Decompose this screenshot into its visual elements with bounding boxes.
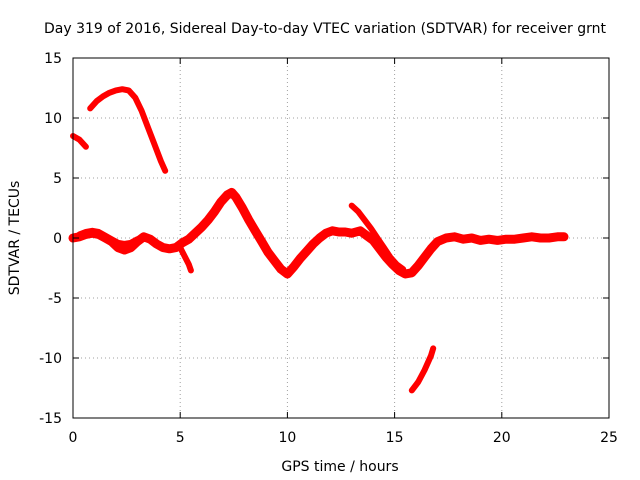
y-tick-label: -10: [39, 351, 62, 367]
series-early-segment: [70, 133, 89, 150]
y-tick-label: 5: [53, 171, 62, 187]
y-tick-label: -15: [39, 411, 62, 427]
chart-title: Day 319 of 2016, Sidereal Day-to-day VTE…: [44, 21, 606, 37]
series-upper-arc: [87, 86, 169, 174]
y-tick-label: 15: [44, 51, 62, 67]
series-rise-segment: [348, 202, 407, 273]
x-axis-label: GPS time / hours: [281, 459, 398, 475]
x-tick-label: 15: [386, 430, 404, 446]
series-main-band: [68, 187, 569, 279]
x-tick-label: 5: [176, 430, 185, 446]
axis-ticks: 0 5 10 15 20 25 -15 -10 -5 0 5 10 15: [39, 51, 618, 446]
y-tick-label: -5: [48, 291, 62, 307]
y-tick-label: 10: [44, 111, 62, 127]
x-tick-label: 10: [278, 430, 296, 446]
series-small-early-wave: [76, 227, 141, 247]
grid-lines: [73, 58, 609, 418]
series-dip-segment: [177, 244, 194, 274]
series-lower-segment: [408, 345, 437, 394]
x-tick-label: 25: [600, 430, 618, 446]
y-axis-label: SDTVAR / TECUs: [7, 181, 23, 296]
data-series: [68, 86, 569, 394]
x-tick-label: 20: [493, 430, 511, 446]
x-tick-label: 0: [69, 430, 78, 446]
y-tick-label: 0: [53, 231, 62, 247]
